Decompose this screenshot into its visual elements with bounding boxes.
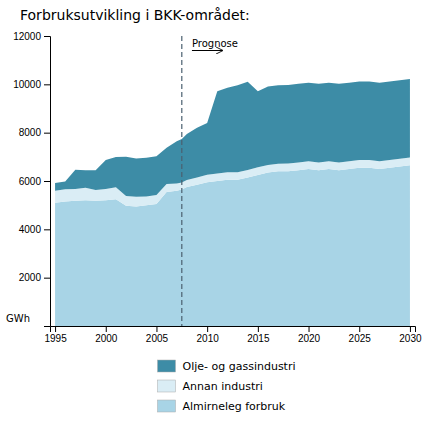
- x-tick-mark: [309, 326, 310, 332]
- x-tick-label: 2010: [197, 333, 220, 344]
- y-tick: 10000: [13, 79, 50, 90]
- y-tick-label: 10000: [13, 79, 41, 90]
- x-tick: 2030: [399, 326, 422, 344]
- prognosis-line: [181, 36, 182, 326]
- y-tick-label: 8000: [19, 127, 42, 138]
- plot-area: Prognose 1995 2000 2005 2010 2015 2020 2025 2030…: [6, 31, 422, 344]
- annotation-arrow: [192, 50, 222, 51]
- legend-label: Olje- og gassindustri: [183, 360, 296, 373]
- x-tick-mark: [207, 326, 208, 332]
- area-2: [55, 79, 410, 197]
- x-tick-mark: [258, 326, 259, 332]
- legend-item: Olje- og gassindustri: [158, 360, 296, 373]
- y-tick-mark: [44, 229, 50, 230]
- y-tick: 6000: [19, 176, 50, 187]
- y-tick-mark: [44, 36, 50, 37]
- y-tick-mark: [44, 181, 50, 182]
- x-tick: 2010: [197, 326, 220, 344]
- x-tick: 2005: [146, 326, 169, 344]
- y-tick-label: 12000: [13, 31, 41, 42]
- y-tick-mark: [44, 278, 50, 279]
- title: Forbruksutvikling i BKK-området:: [20, 7, 250, 23]
- x-tick: 2000: [95, 326, 118, 344]
- x-tick-label: 2025: [349, 333, 372, 344]
- legend-swatch: [158, 360, 176, 372]
- y-tick: 12000: [13, 31, 50, 42]
- x-tick-label: 2030: [399, 333, 422, 344]
- x-axis-line: [51, 327, 416, 333]
- chart: Prognose 1995 2000 2005 2010 2015 2020 2025 2030…: [0, 0, 433, 430]
- y-axis-label: GWh: [6, 313, 30, 324]
- x-tick: 1995: [44, 326, 67, 344]
- legend-label: Annan industri: [183, 380, 263, 393]
- x-tick-mark: [359, 326, 360, 332]
- legend: Olje- og gassindustri Annan industri Almir…: [158, 360, 296, 413]
- x-tick: 2015: [247, 326, 270, 344]
- y-axis-line: [44, 37, 51, 327]
- data-group: [55, 36, 410, 326]
- x-tick: 2025: [349, 326, 372, 344]
- x-tick-mark: [106, 326, 107, 332]
- y-tick-mark: [44, 133, 50, 134]
- annotation-text: Prognose: [192, 38, 238, 49]
- legend-swatch: [158, 400, 176, 412]
- legend-item: Almirneleg forbruk: [158, 400, 286, 413]
- x-tick-mark: [156, 326, 157, 332]
- y-tick-label: 6000: [19, 176, 42, 187]
- x-tick-label: 2015: [247, 333, 270, 344]
- legend-item: Annan industri: [158, 380, 263, 393]
- y-tick: 4000: [19, 224, 50, 235]
- x-tick-label: 2020: [298, 333, 321, 344]
- x-axis: 1995 2000 2005 2010 2015 2020 2025 2030: [44, 326, 422, 344]
- x-tick-mark: [410, 326, 411, 332]
- legend-label: Almirneleg forbruk: [183, 400, 286, 413]
- legend-swatch: [158, 380, 176, 392]
- x-tick-label: 1995: [44, 333, 67, 344]
- y-axis: 2000 4000 6000 8000 10000 12000: [13, 31, 50, 327]
- y-tick: 8000: [19, 127, 50, 138]
- y-tick-label: 2000: [19, 272, 42, 283]
- x-tick-label: 2005: [146, 333, 169, 344]
- y-tick-mark: [44, 84, 50, 85]
- x-tick: 2020: [298, 326, 321, 344]
- y-tick-label: 4000: [19, 224, 42, 235]
- y-tick: 2000: [19, 272, 50, 283]
- x-tick-label: 2000: [95, 333, 118, 344]
- x-tick-mark: [55, 326, 56, 332]
